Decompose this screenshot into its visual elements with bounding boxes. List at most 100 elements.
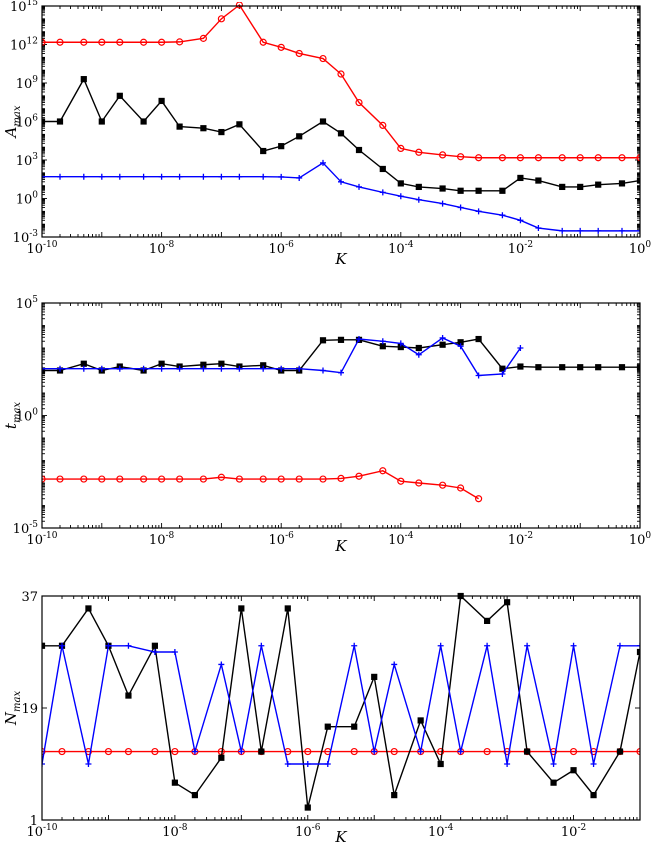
y-tick-label: 10-5 [13, 520, 39, 537]
data-point [324, 723, 331, 730]
data-point [457, 204, 464, 211]
data-point [457, 187, 464, 194]
data-point [438, 481, 447, 489]
data-point [499, 370, 506, 377]
data-point [559, 183, 566, 191]
data-point [116, 173, 123, 180]
data-point [504, 761, 511, 767]
data-point [577, 227, 584, 234]
y-tick-label: 1012 [10, 37, 38, 54]
data-point [57, 173, 64, 180]
data-point [80, 365, 87, 372]
data-point [397, 340, 404, 347]
data-point [415, 351, 422, 358]
data-point [516, 154, 525, 162]
data-point [483, 747, 491, 756]
y-tick-label: 19 [21, 702, 38, 717]
data-point [559, 227, 566, 234]
data-point [577, 364, 584, 371]
data-point [590, 792, 597, 799]
data-point [498, 154, 506, 162]
data-point [151, 747, 159, 756]
data-point [415, 183, 422, 191]
data-point [116, 38, 124, 46]
x-tick-label: 10-8 [149, 240, 175, 257]
series-2 [42, 642, 640, 767]
data-point [457, 153, 465, 161]
x-tick-label: 10-6 [269, 531, 295, 548]
data-point [415, 196, 422, 203]
data-point [319, 475, 327, 483]
data-point [200, 173, 207, 180]
data-point [139, 38, 148, 46]
data-point [217, 15, 225, 23]
data-point [218, 661, 225, 668]
y-tick-label: 37 [21, 590, 38, 605]
data-point [217, 473, 225, 481]
data-point [397, 180, 404, 187]
data-point [356, 183, 363, 190]
data-point [437, 760, 444, 768]
data-point [59, 642, 66, 649]
data-point [503, 747, 511, 756]
series-line [42, 338, 640, 372]
data-point [337, 336, 345, 343]
data-point [140, 365, 147, 372]
x-axis-label: K [334, 537, 347, 555]
data-point [116, 365, 123, 372]
series-0 [42, 467, 483, 503]
data-point [200, 125, 207, 132]
data-point [238, 748, 245, 755]
data-point [295, 49, 303, 58]
data-point [618, 154, 626, 162]
data-point [558, 154, 566, 162]
data-point [278, 365, 285, 372]
data-point [439, 341, 446, 348]
x-tick-label: 10-6 [295, 823, 321, 840]
data-point [534, 154, 543, 162]
data-point [337, 70, 345, 78]
data-point [85, 761, 92, 767]
data-point [356, 336, 363, 343]
data-point [355, 146, 363, 154]
x-tick-label: 100 [629, 240, 652, 257]
data-point [80, 173, 87, 180]
axes-frame [41, 302, 641, 529]
x-tick-label: 100 [629, 531, 652, 548]
data-point [304, 804, 311, 811]
data-point [258, 642, 265, 649]
data-point [151, 649, 158, 655]
x-tick-label: 10-10 [26, 531, 57, 548]
data-point [559, 364, 566, 371]
data-point [80, 76, 87, 83]
x-tick-label: 10-2 [508, 531, 533, 548]
data-point [475, 154, 483, 162]
data-point [484, 642, 491, 649]
data-point [125, 642, 132, 649]
y-tick-label: 100 [16, 191, 39, 208]
data-point [371, 748, 378, 755]
data-point [171, 779, 178, 786]
y-axis-label: Nmax [2, 691, 23, 727]
data-point [125, 692, 132, 699]
data-point [499, 187, 506, 194]
data-point [504, 599, 511, 606]
data-point [616, 748, 624, 755]
data-point [590, 761, 597, 767]
data-point [499, 212, 506, 219]
data-point [550, 779, 557, 786]
data-point [139, 475, 148, 483]
y-tick-label: 1 [30, 814, 38, 829]
y-tick-label: 106 [16, 114, 39, 131]
data-point [351, 642, 358, 649]
data-point [236, 173, 243, 180]
data-point [260, 173, 267, 180]
axes-frame [41, 5, 641, 238]
data-point [124, 747, 133, 756]
series-1 [42, 76, 640, 194]
data-point [535, 225, 542, 232]
data-point [277, 43, 285, 51]
data-point [98, 173, 105, 180]
data-point [570, 642, 577, 649]
